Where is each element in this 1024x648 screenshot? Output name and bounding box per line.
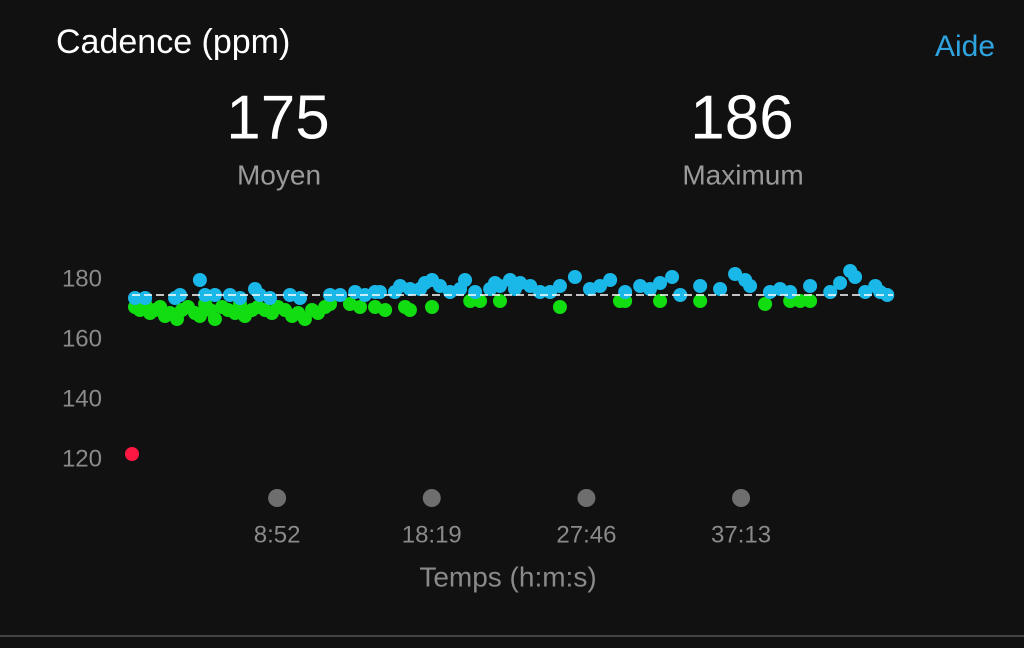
data-point (372, 285, 387, 299)
x-tick-marker (268, 489, 287, 507)
stat-label: Maximum (682, 159, 803, 190)
data-point (567, 270, 582, 284)
help-link[interactable]: Aide (935, 30, 995, 63)
data-point (758, 297, 773, 311)
data-point (192, 309, 207, 323)
data-point (492, 294, 507, 308)
x-tick-label: 37:13 (711, 521, 771, 548)
data-point (793, 294, 808, 308)
data-point (803, 294, 818, 308)
data-point (207, 288, 222, 302)
x-tick-marker (422, 489, 441, 507)
x-tick-label: 8:52 (254, 521, 301, 548)
x-tick-marker (577, 489, 596, 507)
data-point (233, 291, 248, 305)
x-tick-label: 27:46 (556, 521, 616, 548)
data-point (458, 273, 473, 287)
data-point (603, 273, 618, 287)
data-point (673, 288, 688, 302)
chart-title: Cadence (ppm) (56, 23, 290, 61)
data-point (693, 279, 708, 293)
data-point (353, 300, 368, 314)
data-point (378, 303, 393, 317)
x-tick-marker (732, 489, 751, 507)
data-point (665, 270, 680, 284)
data-point (125, 447, 139, 461)
y-tick-label: 120 (62, 445, 102, 472)
y-tick-label: 140 (62, 385, 102, 412)
data-point (207, 312, 222, 326)
data-point (848, 270, 863, 284)
data-point (432, 279, 447, 293)
data-point (402, 303, 417, 317)
data-point (263, 291, 278, 305)
data-point (618, 285, 633, 299)
data-point (642, 282, 657, 296)
data-point (833, 276, 848, 290)
data-point (693, 294, 708, 308)
data-point (728, 267, 743, 281)
data-point (743, 279, 758, 293)
data-point (552, 279, 567, 293)
data-point (713, 282, 728, 296)
data-point (138, 291, 153, 305)
x-tick-label: 18:19 (402, 521, 462, 548)
data-point (653, 276, 668, 290)
data-point (880, 288, 895, 302)
stat-value: 175 (226, 83, 329, 152)
data-point (468, 285, 483, 299)
stat-label: Moyen (237, 159, 321, 190)
data-point (402, 282, 417, 296)
data-point (593, 279, 608, 293)
y-tick-label: 160 (62, 325, 102, 352)
data-point (425, 300, 440, 314)
data-point (192, 273, 207, 287)
data-point (492, 279, 507, 293)
data-point (653, 294, 668, 308)
y-tick-label: 180 (62, 265, 102, 292)
data-point (803, 279, 818, 293)
data-point (783, 285, 798, 299)
stat-value: 186 (690, 83, 793, 152)
data-point (293, 291, 308, 305)
x-axis-label: Temps (h:m:s) (419, 561, 596, 592)
data-point (552, 300, 567, 314)
